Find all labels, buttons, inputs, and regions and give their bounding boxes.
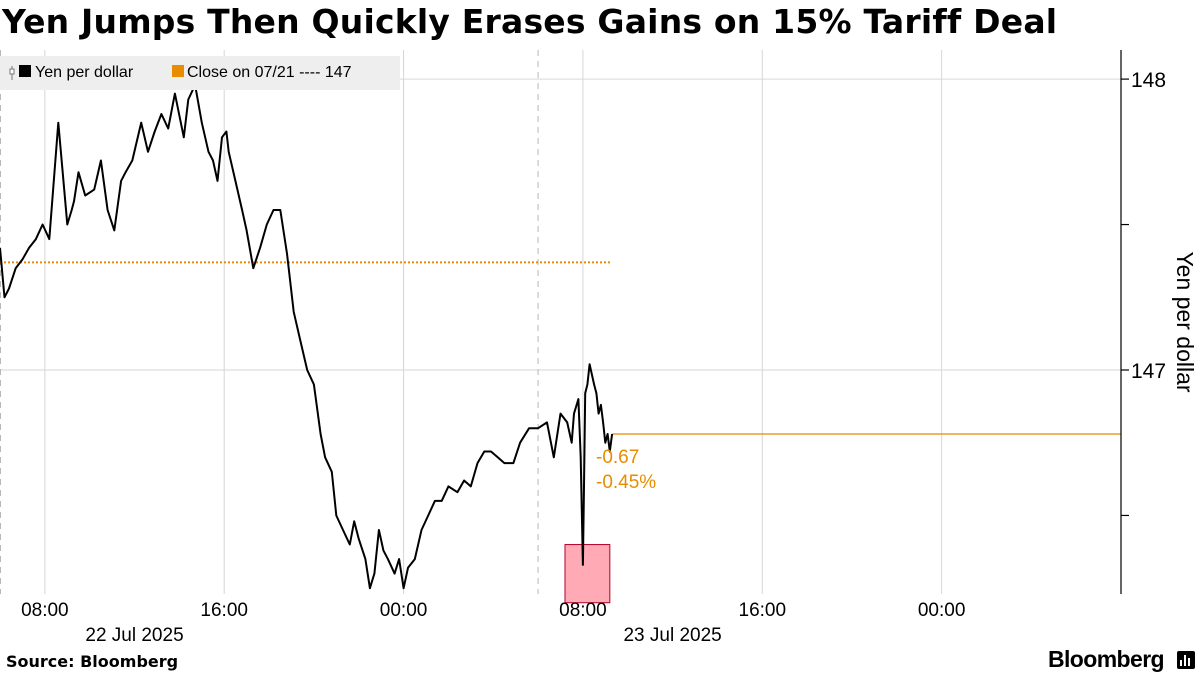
gridlines xyxy=(0,50,1121,594)
x-tick-label: 16:00 xyxy=(200,600,248,621)
x-tick-label: 16:00 xyxy=(739,600,787,621)
legend-background xyxy=(0,56,400,90)
y-tick-label: 147 xyxy=(1131,360,1166,383)
legend-swatch-series xyxy=(19,65,31,77)
y-tick-label: 148 xyxy=(1131,69,1166,92)
x-tick-label: 00:00 xyxy=(918,600,966,621)
candlestick-icon xyxy=(9,66,15,80)
x-tick-label: 08:00 xyxy=(21,600,69,621)
legend-label-series: Yen per dollar xyxy=(35,64,134,81)
change-annotation: -0.67 xyxy=(596,447,639,468)
legend-label-reference: Close on 07/21 ---- 147 xyxy=(187,64,352,81)
x-tick-label: 00:00 xyxy=(380,600,428,621)
x-tick-label: 08:00 xyxy=(559,600,607,621)
legend-swatch-reference xyxy=(172,65,184,77)
source-note: Source: Bloomberg xyxy=(6,652,179,671)
y-axis-ticks: 148 147 xyxy=(1121,69,1166,517)
percent-change-annotation: -0.45% xyxy=(596,472,656,493)
legend: Yen per dollar Close on 07/21 ---- 147 xyxy=(0,56,400,90)
brand-logo: Bloomberg xyxy=(1048,646,1165,672)
series-line xyxy=(0,83,614,590)
x-date-label: 22 Jul 2025 xyxy=(85,625,183,646)
x-axis-ticks: 08:00 16:00 00:00 08:00 16:00 00:00 22 Jul 202… xyxy=(21,600,965,646)
x-date-label: 23 Jul 2025 xyxy=(623,625,721,646)
chart-title: Yen Jumps Then Quickly Erases Gains on 1… xyxy=(2,2,1058,41)
highlight-box xyxy=(564,544,611,604)
bloomberg-terminal-icon xyxy=(1177,651,1195,669)
y-axis-label: Yen per dollar xyxy=(1172,251,1198,392)
